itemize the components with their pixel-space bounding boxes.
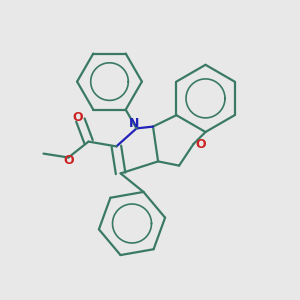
Text: N: N xyxy=(129,117,139,130)
Text: O: O xyxy=(72,111,83,124)
Text: O: O xyxy=(196,137,206,151)
Text: O: O xyxy=(63,154,74,167)
